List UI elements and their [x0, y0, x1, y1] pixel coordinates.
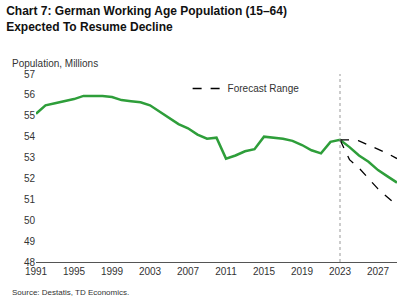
svg-text:2023: 2023	[329, 266, 352, 277]
svg-text:48: 48	[24, 257, 36, 268]
svg-text:1991: 1991	[25, 266, 48, 277]
svg-text:Forecast Range: Forecast Range	[228, 83, 300, 94]
svg-text:55: 55	[24, 110, 36, 121]
svg-text:2019: 2019	[291, 266, 314, 277]
svg-text:Population, Millions: Population, Millions	[12, 58, 98, 69]
svg-text:49: 49	[24, 236, 36, 247]
svg-text:Chart 7: German Working Age Po: Chart 7: German Working Age Population (…	[6, 4, 287, 34]
svg-text:54: 54	[24, 131, 36, 142]
svg-text:1999: 1999	[101, 266, 124, 277]
svg-text:2007: 2007	[177, 266, 200, 277]
svg-text:1995: 1995	[63, 266, 86, 277]
svg-text:53: 53	[24, 152, 36, 163]
svg-text:2011: 2011	[215, 266, 237, 277]
svg-text:57: 57	[24, 69, 36, 80]
svg-text:50: 50	[24, 215, 36, 226]
svg-text:Source: Destatis, TD Economics: Source: Destatis, TD Economics.	[12, 288, 129, 297]
svg-text:51: 51	[24, 194, 36, 205]
svg-text:2015: 2015	[253, 266, 276, 277]
svg-text:52: 52	[24, 173, 36, 184]
svg-text:2003: 2003	[139, 266, 162, 277]
svg-text:2027: 2027	[367, 266, 390, 277]
svg-text:56: 56	[24, 89, 36, 100]
